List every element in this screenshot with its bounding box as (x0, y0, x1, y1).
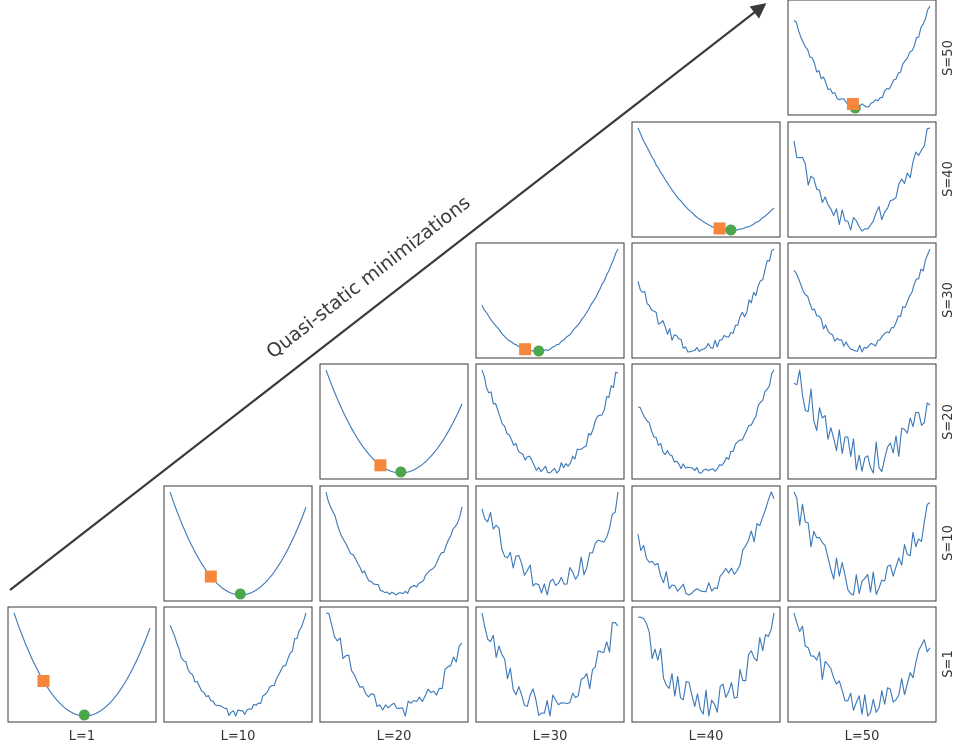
panel-frame (787, 606, 937, 723)
start-square-marker (846, 98, 859, 110)
column-label: L=1 (69, 729, 95, 744)
row-label: S=50 (941, 40, 956, 76)
energy-curve (793, 369, 931, 474)
minimum-circle-marker (395, 466, 407, 478)
panel-frame (631, 363, 781, 480)
energy-curve (793, 491, 931, 596)
start-square-marker (37, 675, 50, 687)
panel-L=10-S=10 (163, 485, 313, 602)
row-label: S=20 (941, 404, 956, 440)
panels-layer (7, 0, 937, 723)
row-label: S=1 (941, 650, 956, 677)
panel-frame (787, 121, 937, 238)
start-square-marker (374, 459, 387, 472)
panel-L=40-S=1 (631, 606, 781, 723)
panel-frame (631, 242, 781, 359)
energy-curve (793, 612, 931, 717)
panel-L=30-S=30 (475, 242, 625, 359)
row-labels: S=50 S=40 S=30 S=20 S=10 S=1 (941, 40, 956, 678)
panel-L=50-S=1 (787, 606, 937, 723)
panel-L=50-S=30 (787, 242, 937, 359)
minimum-circle-marker (533, 345, 545, 357)
energy-curve (325, 491, 463, 596)
panel-frame (475, 606, 625, 723)
panel-frame (319, 363, 469, 480)
panel-L=50-S=10 (787, 485, 937, 602)
energy-curve (637, 491, 775, 596)
panel-frame (319, 485, 469, 602)
panel-L=20-S=1 (319, 606, 469, 723)
panel-L=10-S=1 (163, 606, 313, 723)
energy-curve (481, 369, 619, 474)
energy-curve (481, 491, 619, 596)
energy-curve (793, 248, 931, 353)
panel-L=40-S=40 (631, 121, 781, 238)
column-label: L=40 (689, 729, 724, 744)
energy-curve (325, 369, 463, 474)
panel-frame (787, 0, 937, 116)
start-square-marker (713, 222, 726, 235)
energy-curve (325, 612, 463, 717)
panel-L=40-S=20 (631, 363, 781, 480)
panel-L=40-S=10 (631, 485, 781, 602)
row-label: S=10 (941, 525, 956, 561)
minimization-arrow (9, 3, 767, 591)
minimum-circle-marker (725, 224, 737, 236)
energy-curve (793, 5, 931, 110)
panel-frame (475, 242, 625, 359)
panel-L=30-S=20 (475, 363, 625, 480)
panel-L=50-S=20 (787, 363, 937, 480)
energy-curve (637, 127, 775, 232)
minimum-circle-marker (78, 709, 90, 721)
panel-frame (163, 606, 313, 723)
energy-curve (637, 248, 775, 353)
panel-L=30-S=10 (475, 485, 625, 602)
panel-L=30-S=1 (475, 606, 625, 723)
panel-frame (163, 485, 313, 602)
column-label: L=10 (221, 729, 256, 744)
energy-curve (169, 612, 307, 717)
panel-L=20-S=10 (319, 485, 469, 602)
panel-frame (787, 242, 937, 359)
panel-L=40-S=30 (631, 242, 781, 359)
column-label: L=50 (845, 729, 880, 744)
panel-frame (631, 606, 781, 723)
energy-curve (638, 612, 775, 717)
panel-L=20-S=20 (319, 363, 469, 480)
panel-frame (7, 606, 157, 723)
energy-curve (481, 248, 619, 353)
energy-curve (793, 127, 931, 232)
panel-L=50-S=40 (787, 121, 937, 238)
energy-curve (637, 369, 775, 474)
arrow-label: Quasi-static minimizations (262, 191, 474, 363)
start-square-marker (204, 570, 217, 583)
row-label: S=30 (941, 282, 956, 318)
column-label: L=20 (377, 729, 412, 744)
column-label: L=30 (533, 729, 568, 744)
panel-L=1-S=1 (7, 606, 157, 723)
start-square-marker (519, 343, 532, 356)
panel-frame (631, 121, 781, 238)
minimum-circle-marker (234, 588, 246, 600)
panel-frame (319, 606, 469, 723)
column-labels: L=1 L=10 L=20 L=30 L=40 L=50 (69, 729, 880, 744)
panel-frame (475, 363, 625, 480)
row-label: S=40 (941, 161, 956, 197)
panel-L=50-S=50 (787, 0, 937, 116)
energy-curve (481, 612, 619, 717)
panel-frame (631, 485, 781, 602)
